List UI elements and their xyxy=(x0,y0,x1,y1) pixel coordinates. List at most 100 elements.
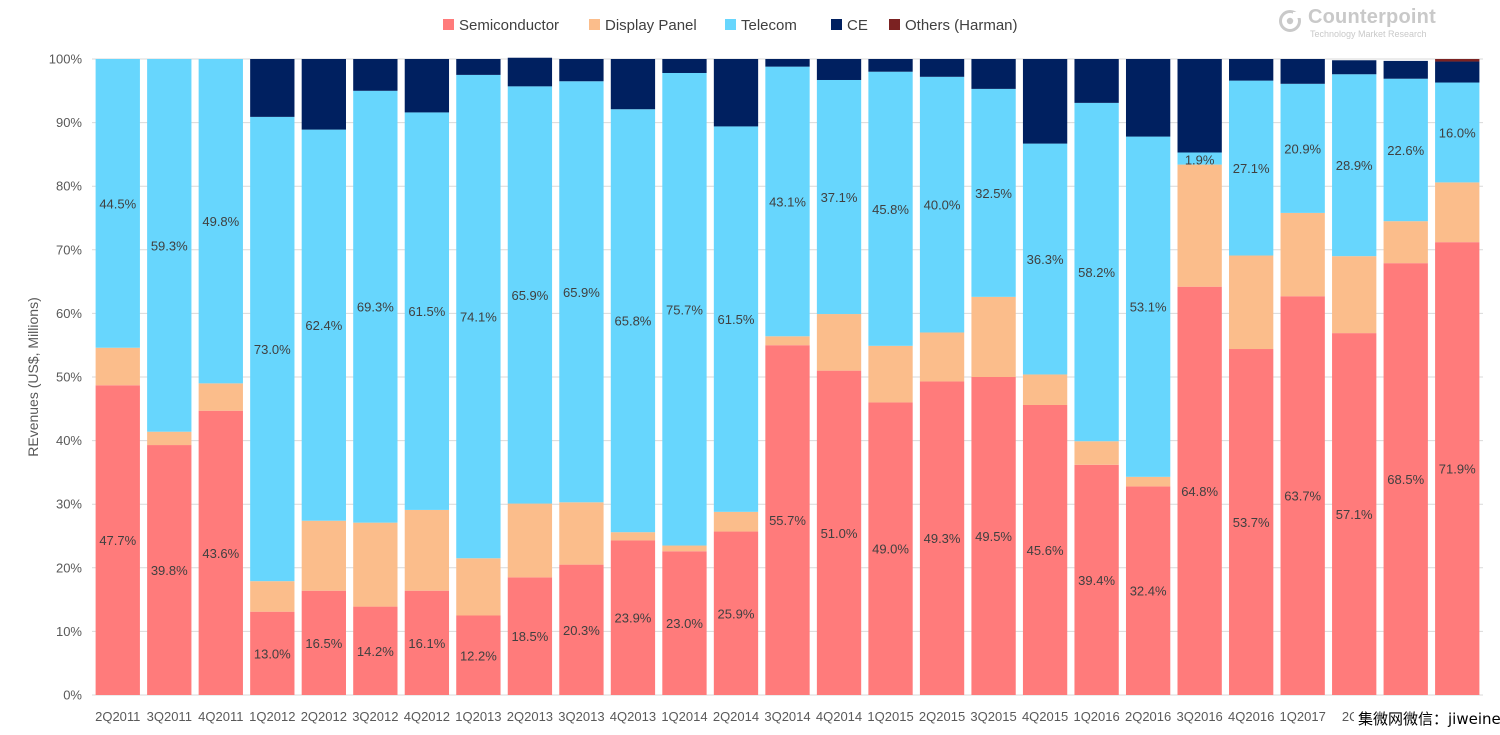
x-tick-label: 2Q2014 xyxy=(713,709,759,724)
data-label: 23.0% xyxy=(666,616,703,631)
data-label: 28.9% xyxy=(1336,158,1373,173)
bar-segment xyxy=(1435,59,1480,62)
bar-segment xyxy=(1280,296,1325,695)
legend-entry: CE xyxy=(847,17,868,34)
data-label: 37.1% xyxy=(821,190,858,205)
data-label: 74.1% xyxy=(460,310,497,325)
bar-segment xyxy=(301,129,346,521)
bar-segment xyxy=(662,59,707,73)
legend-swatch xyxy=(443,19,454,30)
data-label: 43.1% xyxy=(769,194,806,209)
data-label: 40.0% xyxy=(924,198,961,213)
bar-segment xyxy=(559,564,604,695)
data-label: 53.1% xyxy=(1130,300,1167,315)
bar-segment xyxy=(1177,286,1222,695)
y-tick-label: 10% xyxy=(56,624,82,639)
bar-segment xyxy=(765,59,810,67)
bar-segment xyxy=(816,79,862,315)
data-label: 58.2% xyxy=(1078,265,1115,280)
bar-segment xyxy=(1074,59,1119,103)
bar-segment xyxy=(353,59,398,91)
x-tick-label: 1Q2014 xyxy=(661,709,707,724)
bar-segment xyxy=(1332,60,1377,75)
bar-segment xyxy=(1022,404,1068,695)
bar-segment xyxy=(868,59,913,72)
brand-subtitle: Technology Market Research xyxy=(1310,29,1427,39)
data-label: 39.8% xyxy=(151,563,188,578)
data-label: 61.5% xyxy=(718,312,755,327)
bar-segment xyxy=(1383,263,1428,695)
y-axis-label: REvenues (US$, Millions) xyxy=(25,297,41,457)
bar-segment xyxy=(816,314,862,371)
bar-segment xyxy=(198,383,243,411)
bar-segment xyxy=(198,410,243,695)
x-tick-label: 4Q2014 xyxy=(816,709,862,724)
bar-segment xyxy=(1383,78,1428,222)
legend-swatch xyxy=(889,19,900,30)
data-label: 61.5% xyxy=(408,304,445,319)
x-tick-label: 1Q2012 xyxy=(249,709,295,724)
data-label: 65.9% xyxy=(563,285,600,300)
bar-segment xyxy=(95,385,140,695)
data-label: 44.5% xyxy=(99,196,136,211)
bar-segment xyxy=(765,66,810,337)
bar-segment xyxy=(919,381,965,695)
y-axis: 0% 10% 20% 30% 40% 50% 60% 70% 80% 90% 100% xyxy=(49,52,83,703)
bar-segment xyxy=(1022,59,1068,144)
bar-segment xyxy=(456,74,501,559)
legend-entry: Display Panel xyxy=(605,17,697,34)
bar-segment xyxy=(868,345,913,403)
bar-segment xyxy=(1125,59,1171,137)
data-label: 71.9% xyxy=(1439,462,1476,477)
data-label: 1.9% xyxy=(1185,152,1215,167)
bar-segment xyxy=(301,520,346,591)
bar-segment xyxy=(95,347,140,386)
data-label: 20.3% xyxy=(563,623,600,638)
bar-segment xyxy=(559,81,604,503)
x-tick-label: 2Q2011 xyxy=(95,709,140,724)
x-tick-label: 4Q2013 xyxy=(610,709,656,724)
bar-segment xyxy=(404,112,450,510)
data-label: 14.2% xyxy=(357,644,394,659)
bar-segment xyxy=(1022,143,1068,375)
y-tick-label: 40% xyxy=(56,433,82,448)
x-tick-label: 3Q2011 xyxy=(147,709,192,724)
x-tick-label: 3Q2014 xyxy=(764,709,810,724)
bar-segment xyxy=(559,502,604,565)
bar-segment xyxy=(1435,82,1480,183)
bar-segment xyxy=(507,86,553,504)
bar-segment xyxy=(610,59,656,110)
data-labels: 47.7% 44.5% 39.8% 59.3% 43.6% 49.8% 13.0% 73.0%… xyxy=(99,125,1476,663)
y-tick-label: 30% xyxy=(56,497,82,512)
legend-entry: Others (Harman) xyxy=(905,17,1018,34)
brand-name: Counterpoint xyxy=(1308,6,1436,28)
data-label: 45.6% xyxy=(1027,543,1064,558)
data-label: 49.0% xyxy=(872,542,909,557)
data-label: 51.0% xyxy=(821,526,858,541)
bar-segment xyxy=(662,545,707,552)
legend-entry: Telecom xyxy=(741,17,797,34)
bar-segment xyxy=(1435,182,1480,243)
bar-segment xyxy=(868,402,913,695)
bar-segment xyxy=(1125,136,1171,477)
x-tick-label: 4Q2011 xyxy=(198,709,243,724)
data-label: 69.3% xyxy=(357,300,394,315)
data-label: 13.0% xyxy=(254,646,291,661)
data-label: 65.9% xyxy=(511,288,548,303)
legend: Semiconductor Display Panel Telecom CE Other… xyxy=(443,17,1018,34)
y-tick-label: 70% xyxy=(56,242,82,257)
x-tick-label: 4Q2015 xyxy=(1022,709,1068,724)
bar-segment xyxy=(713,59,759,127)
data-label: 49.3% xyxy=(924,531,961,546)
data-label: 57.1% xyxy=(1336,507,1373,522)
bar-segment xyxy=(1125,486,1171,695)
data-label: 63.7% xyxy=(1284,489,1321,504)
data-label: 53.7% xyxy=(1233,515,1270,530)
data-label: 59.3% xyxy=(151,238,188,253)
bar-segment xyxy=(95,59,140,348)
data-label: 39.4% xyxy=(1078,573,1115,588)
bar-segment xyxy=(919,76,965,333)
bar-segment xyxy=(662,72,707,546)
data-label: 32.4% xyxy=(1130,584,1167,599)
bar-segment xyxy=(1229,80,1274,256)
